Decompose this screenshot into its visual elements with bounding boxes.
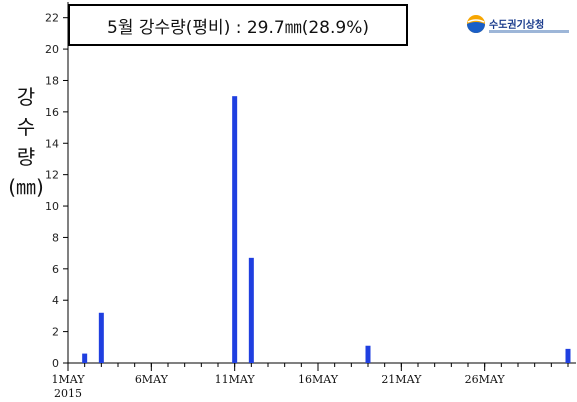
x-tick-year-label: 2015 (54, 387, 82, 400)
bar (98, 312, 104, 363)
x-tick-label: 11MAY (215, 373, 256, 386)
x-tick-label: 21MAY (381, 373, 422, 386)
y-tick-label: 18 (45, 74, 59, 87)
y-axis-label-char: 량 (16, 145, 36, 169)
y-axis-label-char: 수 (16, 115, 36, 139)
y-axis-label-char: 강 (16, 85, 36, 109)
plot-frame (67, 2, 576, 364)
y-tick-label: 20 (45, 43, 59, 56)
x-tick-label: 26MAY (465, 373, 506, 386)
y-tick-label: 14 (45, 137, 59, 150)
x-tick-label: 6MAY (135, 373, 169, 386)
y-tick-label: 16 (45, 106, 59, 119)
agency-logo: 수도권기상청 (466, 14, 576, 44)
y-tick-label: 22 (45, 12, 59, 25)
bar (248, 257, 254, 363)
chart-title-box: 5월 강수량(평비) : 29.7㎜(28.9%) (68, 4, 408, 46)
logo-text: 수도권기상청 (489, 20, 545, 31)
y-tick-label: 4 (52, 294, 59, 307)
logo-mark-icon (467, 15, 485, 33)
logo-subtitle-strip (489, 30, 569, 33)
bar (365, 345, 371, 363)
chart-title: 5월 강수량(평비) : 29.7㎜(28.9%) (107, 17, 369, 38)
bar (82, 353, 88, 363)
x-tick-label: 16MAY (298, 373, 339, 386)
y-axis-label: 강 수 량 (㎜) (8, 82, 44, 202)
y-tick-label: 12 (45, 169, 59, 182)
y-axis-label-unit: (㎜) (8, 175, 44, 199)
y-tick-label: 0 (52, 357, 59, 370)
x-tick-label: 1MAY (51, 373, 85, 386)
bar (232, 96, 238, 363)
y-tick-label: 8 (52, 231, 59, 244)
y-tick-label: 2 (52, 326, 59, 339)
bar-series (82, 96, 571, 363)
y-tick-label: 10 (45, 200, 59, 213)
bar (565, 348, 571, 363)
y-tick-label: 6 (52, 263, 59, 276)
